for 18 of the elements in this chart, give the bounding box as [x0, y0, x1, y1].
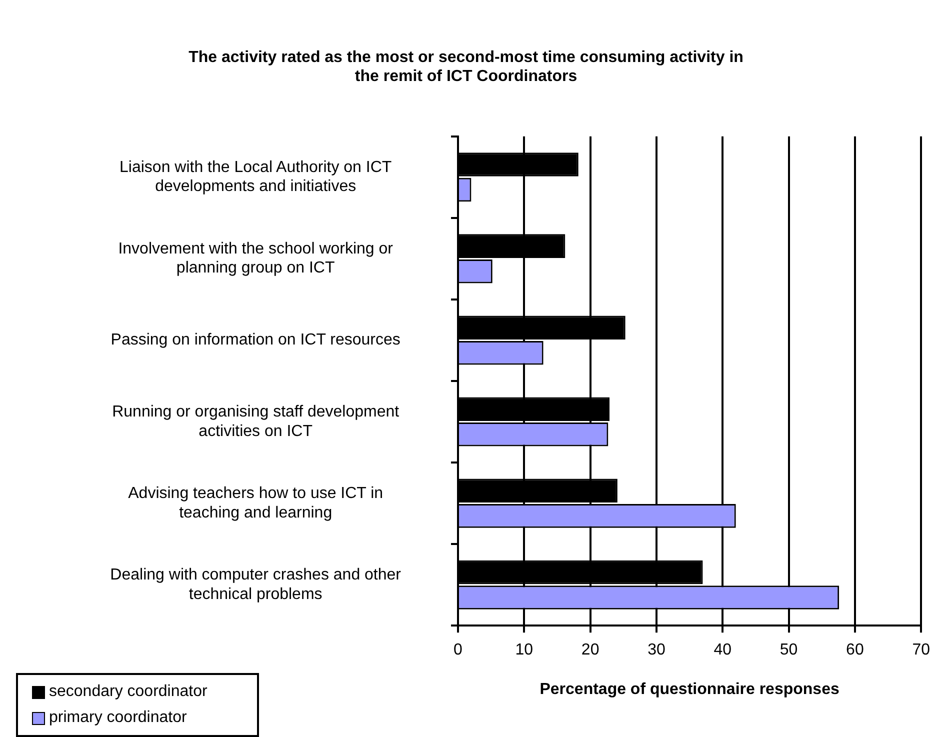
- x-tick-label: 60: [846, 642, 864, 659]
- x-axis-title: Percentage of questionnaire responses: [540, 680, 840, 698]
- x-tick-label: 40: [714, 642, 732, 659]
- x-tick-label: 0: [454, 642, 463, 659]
- x-tick-label: 70: [912, 642, 930, 659]
- x-tick-label: 10: [515, 642, 534, 659]
- x-tick-label: 50: [780, 642, 798, 659]
- x-tick-label: 30: [648, 642, 666, 659]
- y-tick-label: Dealing with computer crashes and other technical problems: [110, 566, 402, 603]
- x-tick-label: 20: [581, 642, 600, 659]
- y-tick-label: Involvement with the school working or planning group on ICT: [118, 240, 394, 277]
- y-tick-label: Passing on information on ICT resources: [110, 332, 400, 349]
- y-tick-label: Running or organising staff development activities on ICT: [112, 404, 400, 440]
- chart-title: The activity rated as the most or second-most time consuming activity in the remit of ICT Coordinators: [188, 49, 744, 86]
- y-tick-label: Advising teachers how to use ICT in teaching and learning: [128, 485, 384, 522]
- y-tick-label: Liaison with the Local Authority on ICT developments and initiatives: [120, 158, 392, 196]
- legend-label: secondary coordinator: [49, 682, 208, 702]
- legend-label: primary coordinator: [49, 708, 187, 728]
